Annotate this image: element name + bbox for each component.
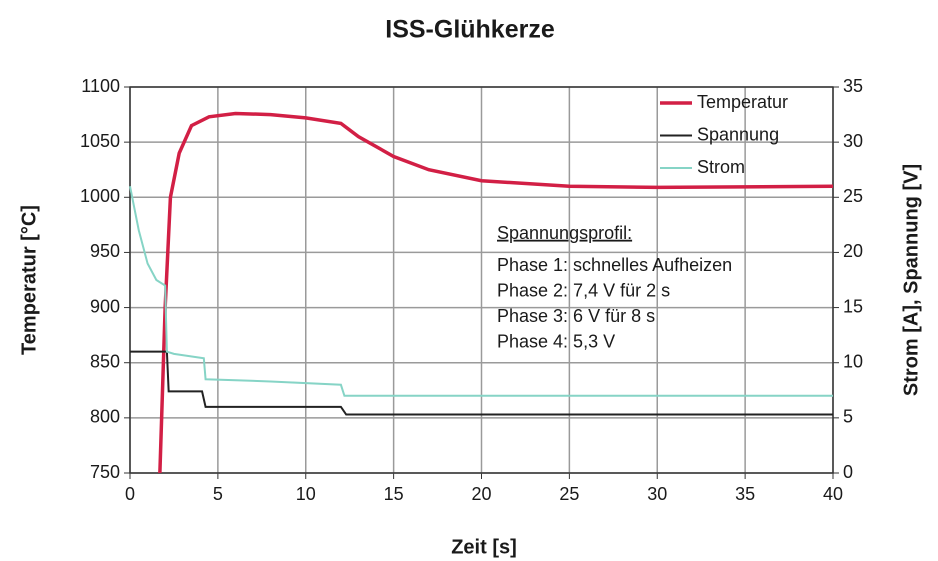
y-axis-label: Temperatur [°C] [18,205,40,355]
y2-tick-label: 10 [843,351,863,371]
series-line [158,111,834,474]
y2-tick-label: 30 [843,131,863,151]
x-tick-label: 0 [125,484,135,504]
annotation-line: Phase 4: 5,3 V [497,331,615,351]
y2-tick-label: 35 [843,76,863,96]
y-tick-label: 900 [90,296,120,316]
y-tick-label: 800 [90,407,120,427]
series-line [129,186,833,397]
y-tick-label: 750 [90,462,120,482]
y2-tick-label: 20 [843,241,863,261]
legend-label: Temperatur [697,92,788,112]
x-tick-label: 35 [735,484,755,504]
legend-label: Spannung [697,124,779,144]
x-tick-label: 25 [559,484,579,504]
legend-label: Strom [697,157,745,177]
y-tick-label: 1050 [80,131,120,151]
y2-tick-label: 0 [843,462,853,482]
x-axis-label: Zeit [s] [451,536,517,558]
y-tick-label: 850 [90,351,120,371]
x-tick-label: 10 [296,484,316,504]
x-tick-label: 5 [213,484,223,504]
x-tick-label: 30 [647,484,667,504]
x-tick-label: 40 [823,484,843,504]
annotation-line: Phase 1: schnelles Aufheizen [497,255,732,275]
y-tick-label: 950 [90,241,120,261]
y2-tick-label: 25 [843,186,863,206]
annotation-line: Phase 3: 6 V für 8 s [497,306,655,326]
y-tick-label: 1000 [80,186,120,206]
plot-frame [129,86,834,474]
chart-title: ISS-Glühkerze [385,16,555,44]
y2-tick-label: 5 [843,407,853,427]
x-tick-label: 15 [384,484,404,504]
annotation-heading: Spannungsprofil: [497,223,632,243]
y-tick-label: 1100 [81,76,120,96]
annotation-line: Phase 2: 7,4 V für 2 s [497,280,670,300]
series-line [130,350,833,416]
x-tick-label: 20 [471,484,491,504]
y2-axis-label: Strom [A], Spannung [V] [900,164,922,396]
y2-tick-label: 15 [843,296,863,316]
